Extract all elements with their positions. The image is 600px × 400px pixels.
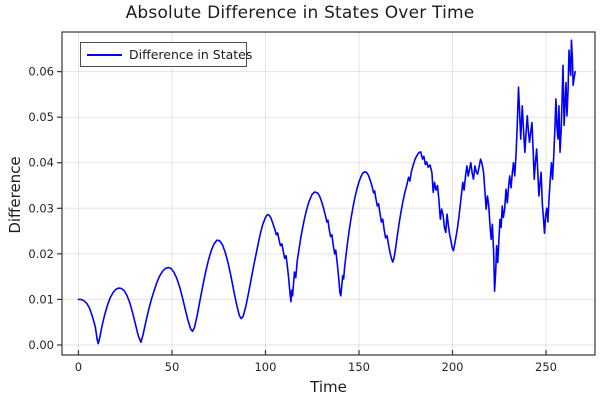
legend: Difference in States: [80, 42, 252, 67]
plot-frame: [61, 31, 596, 356]
series-line: [77, 39, 576, 345]
y-tick-label: 0.00: [28, 338, 54, 352]
y-tick-label: 0.06: [28, 65, 54, 79]
legend-label: Difference in States: [129, 47, 253, 62]
y-tick-label: 0.02: [28, 247, 54, 261]
y-tick-label: 0.01: [28, 292, 54, 306]
y-tick-label: 0.03: [28, 201, 54, 215]
x-tick-label: 50: [165, 360, 180, 374]
x-tick-label: 200: [442, 360, 464, 374]
y-tick-label: 0.04: [28, 156, 54, 170]
y-tick-label: 0.05: [28, 110, 54, 124]
x-tick-label: 100: [254, 360, 276, 374]
y-axis-label: Difference: [6, 156, 24, 234]
x-tick-label: 0: [75, 360, 82, 374]
x-tick-label: 250: [535, 360, 557, 374]
chart-title: Absolute Difference in States Over Time: [125, 3, 475, 23]
x-tick-label: 150: [348, 360, 370, 374]
x-axis-label: Time: [310, 378, 347, 396]
legend-line-sample: [87, 53, 122, 56]
